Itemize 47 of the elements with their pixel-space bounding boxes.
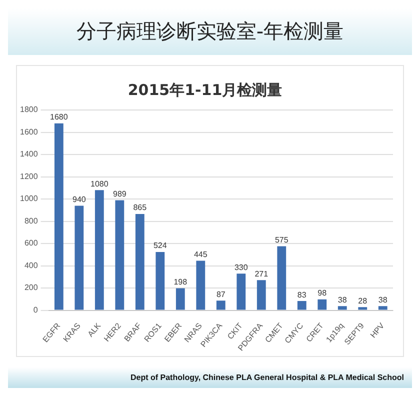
chart-title: 分子病理诊断实验室-年检测量 <box>8 8 412 55</box>
data-label: 445 <box>194 250 208 259</box>
data-label: 940 <box>72 194 86 204</box>
y-tick-label: 0 <box>33 305 38 314</box>
bar <box>236 274 246 310</box>
y-tick-label: 1000 <box>20 194 38 204</box>
bar <box>54 123 64 310</box>
bar <box>216 300 226 310</box>
bar <box>338 306 347 310</box>
bar <box>115 200 124 310</box>
data-label: 1080 <box>90 179 109 188</box>
data-label: 575 <box>274 236 289 245</box>
y-tick-label: 1200 <box>20 172 38 181</box>
data-label: 989 <box>112 189 127 198</box>
data-label: 83 <box>297 290 307 300</box>
data-label: 87 <box>216 290 226 299</box>
bar <box>358 307 368 310</box>
bar <box>297 301 306 310</box>
data-label: 524 <box>153 241 168 250</box>
bar <box>74 206 84 310</box>
data-label: 98 <box>318 288 328 298</box>
bar <box>156 252 165 310</box>
data-label: 198 <box>174 277 188 286</box>
chart-subtitle: 2015年1-11月检测量 <box>128 80 282 99</box>
data-label: 28 <box>358 296 368 306</box>
y-tick-label: 200 <box>24 283 38 292</box>
bar <box>94 190 104 310</box>
y-tick-label: 1400 <box>20 150 38 159</box>
bar <box>378 306 388 310</box>
y-tick-label: 1600 <box>20 127 38 136</box>
bar <box>256 280 266 310</box>
y-tick-label: 400 <box>24 260 38 270</box>
data-label: 330 <box>234 262 248 272</box>
data-label: 271 <box>254 269 269 278</box>
data-label: 38 <box>378 295 388 304</box>
data-label: 865 <box>133 203 148 212</box>
bar <box>196 260 206 310</box>
y-tick-label: 1800 <box>20 105 38 114</box>
data-label: 1680 <box>50 112 68 122</box>
bar <box>277 246 286 310</box>
bar <box>176 288 185 310</box>
y-tick-label: 800 <box>24 216 38 226</box>
text: Dept of Pathology, Chinese PLA General Hospital & PLA Medical School <box>129 373 404 382</box>
data-label: 38 <box>338 295 348 304</box>
bar <box>135 214 144 310</box>
bar <box>318 299 327 310</box>
y-tick-label: 600 <box>24 238 38 248</box>
